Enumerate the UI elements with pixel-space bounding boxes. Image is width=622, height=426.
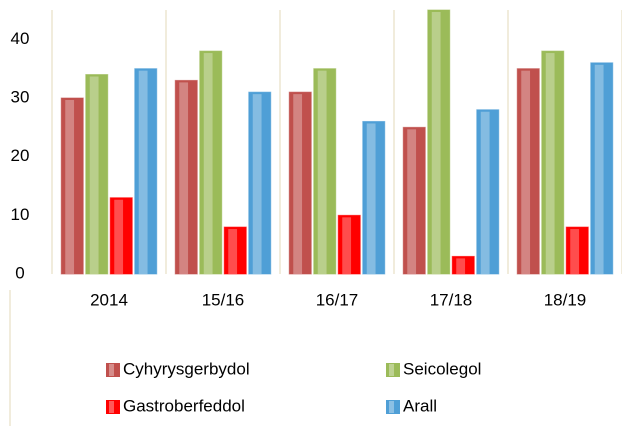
bar-highlight bbox=[407, 129, 417, 274]
bar-highlight bbox=[293, 94, 303, 274]
bar bbox=[60, 97, 84, 275]
bar bbox=[565, 226, 589, 275]
legend-label: Seicolegol bbox=[403, 359, 481, 378]
bar-highlight bbox=[456, 258, 466, 274]
bar-highlight bbox=[570, 229, 580, 274]
bar-highlight bbox=[252, 94, 262, 274]
legend-swatch-highlight bbox=[109, 401, 114, 413]
legend-label: Cyhyrysgerbydol bbox=[123, 359, 250, 378]
bar bbox=[516, 68, 540, 275]
legend-swatch bbox=[106, 400, 120, 414]
x-tick-label: 16/17 bbox=[316, 290, 359, 309]
bar-highlight bbox=[366, 123, 376, 274]
x-tick-label: 17/18 bbox=[430, 290, 473, 309]
legend-swatch bbox=[386, 400, 400, 414]
bar-highlight bbox=[114, 199, 124, 274]
legend-swatch-highlight bbox=[109, 364, 114, 376]
legend-swatch-highlight bbox=[389, 364, 394, 376]
bar-highlight bbox=[480, 111, 490, 274]
y-tick-label: 30 bbox=[11, 87, 30, 106]
bar bbox=[402, 126, 426, 275]
bar bbox=[313, 68, 337, 275]
bar-highlight bbox=[317, 70, 327, 275]
bar bbox=[109, 197, 133, 275]
bar-highlight bbox=[203, 53, 213, 274]
bar bbox=[337, 214, 361, 275]
bar bbox=[476, 109, 500, 275]
bar bbox=[451, 255, 475, 275]
bar bbox=[427, 9, 451, 275]
legend-swatch bbox=[386, 363, 400, 377]
bar bbox=[199, 50, 223, 275]
y-tick-label: 10 bbox=[11, 205, 30, 224]
bar-highlight bbox=[342, 217, 352, 274]
bar-highlight bbox=[431, 12, 441, 274]
y-tick-label: 20 bbox=[11, 146, 30, 165]
bar-highlight bbox=[545, 53, 555, 274]
y-tick-label: 40 bbox=[11, 29, 30, 48]
bar-highlight bbox=[594, 64, 604, 274]
legend-label: Arall bbox=[403, 396, 437, 415]
bar bbox=[362, 120, 386, 275]
bar-highlight bbox=[138, 70, 148, 275]
bar bbox=[134, 68, 158, 275]
bar bbox=[85, 74, 109, 275]
bar bbox=[590, 62, 614, 275]
bar-highlight bbox=[65, 100, 75, 274]
bar bbox=[288, 91, 312, 275]
y-tick-label: 0 bbox=[15, 263, 24, 282]
bar-highlight bbox=[89, 76, 99, 275]
bar-highlight bbox=[179, 82, 189, 275]
x-tick-label: 18/19 bbox=[544, 290, 587, 309]
bar-highlight bbox=[521, 70, 531, 275]
legend-label: Gastroberfeddol bbox=[123, 396, 245, 415]
x-tick-label: 2014 bbox=[90, 290, 128, 309]
bar bbox=[541, 50, 565, 275]
legend-swatch bbox=[106, 363, 120, 377]
bar bbox=[248, 91, 272, 275]
bar bbox=[223, 226, 247, 275]
x-tick-label: 15/16 bbox=[202, 290, 245, 309]
bar bbox=[174, 79, 198, 275]
bar-highlight bbox=[228, 229, 238, 274]
legend-swatch-highlight bbox=[389, 401, 394, 413]
